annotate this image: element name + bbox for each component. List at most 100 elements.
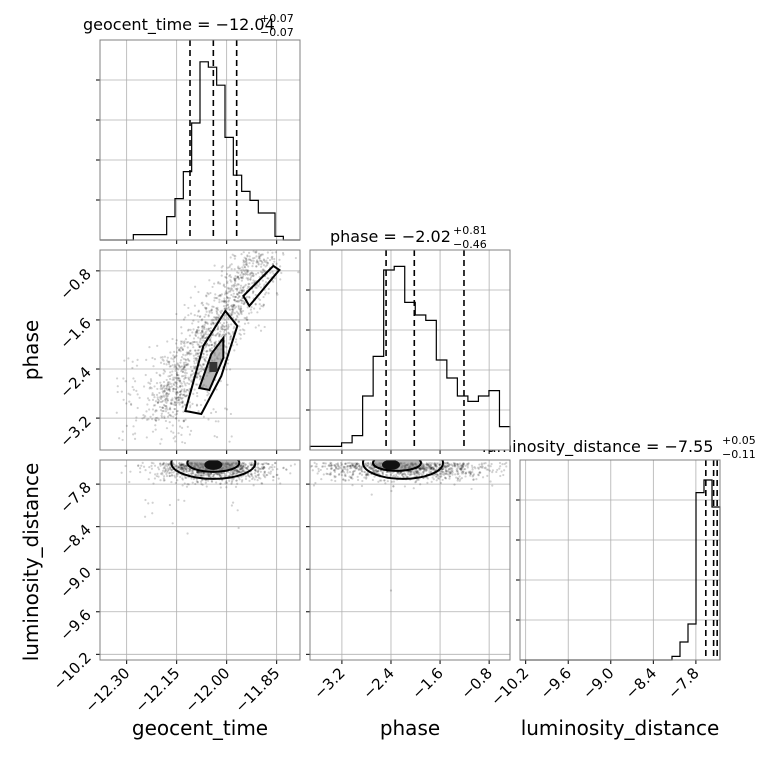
- sample-point: [455, 462, 459, 466]
- sample-point: [163, 415, 166, 418]
- sample-point: [414, 471, 417, 474]
- sample-point: [235, 284, 238, 287]
- sample-point: [181, 466, 184, 470]
- sample-point: [377, 480, 380, 483]
- sample-point: [469, 470, 472, 473]
- sample-point: [310, 464, 314, 468]
- sample-point: [326, 467, 329, 471]
- sample-point: [349, 466, 352, 470]
- sample-point: [175, 397, 178, 400]
- sample-point: [205, 330, 208, 333]
- sample-point: [427, 462, 431, 465]
- sample-point: [258, 307, 262, 310]
- sample-point: [172, 387, 175, 390]
- sample-point: [227, 358, 230, 361]
- sample-point: [240, 480, 244, 483]
- sample-point: [226, 362, 230, 365]
- sample-point: [216, 328, 219, 331]
- sample-point: [242, 273, 245, 276]
- sample-point: [228, 332, 231, 336]
- sample-point: [397, 471, 400, 474]
- sample-point: [198, 345, 201, 348]
- sample-point: [165, 395, 168, 398]
- sample-point: [174, 476, 177, 479]
- sample-point: [135, 389, 138, 392]
- sample-point: [446, 465, 449, 468]
- sample-point: [417, 478, 420, 481]
- sample-point: [220, 266, 223, 269]
- sample-point: [213, 434, 216, 438]
- sample-point: [369, 465, 372, 468]
- sample-point: [186, 467, 190, 470]
- sample-point: [149, 382, 152, 385]
- sample-point: [239, 333, 242, 336]
- sample-point: [467, 462, 470, 465]
- sample-point: [477, 467, 480, 470]
- sample-point: [352, 462, 356, 465]
- sample-point: [204, 336, 207, 340]
- sample-point: [207, 344, 211, 347]
- sample-point: [198, 363, 202, 366]
- sample-point: [357, 464, 361, 467]
- sample-point: [381, 472, 384, 475]
- sample-point: [357, 468, 360, 471]
- sample-point: [211, 285, 214, 289]
- sample-point: [237, 320, 240, 323]
- sample-point: [223, 300, 226, 303]
- sample-point: [365, 464, 369, 467]
- sample-point: [449, 470, 452, 473]
- sample-point: [160, 395, 164, 398]
- sample-point: [264, 265, 267, 268]
- sample-point: [176, 391, 179, 394]
- sample-point: [245, 260, 248, 263]
- sample-point: [258, 257, 261, 260]
- sample-point: [246, 269, 250, 272]
- sample-point: [438, 472, 442, 475]
- sample-point: [185, 485, 189, 488]
- sample-point: [213, 296, 216, 299]
- sample-point: [180, 466, 183, 469]
- sample-point: [127, 357, 130, 360]
- sample-point: [166, 399, 169, 402]
- sample-point: [174, 381, 177, 384]
- sample-point: [171, 364, 174, 367]
- sample-point: [172, 437, 175, 440]
- sample-point: [419, 467, 422, 471]
- sample-point: [184, 384, 187, 387]
- sample-point: [182, 467, 185, 471]
- sample-point: [500, 470, 503, 473]
- sample-point: [445, 462, 448, 465]
- sample-point: [166, 471, 169, 474]
- sample-point: [202, 368, 205, 371]
- sample-point: [256, 241, 258, 243]
- sample-point: [487, 464, 490, 467]
- sample-point: [371, 468, 375, 471]
- sample-point: [163, 416, 166, 420]
- tick-label-x: −12.00: [182, 664, 234, 716]
- sample-point: [193, 388, 196, 391]
- sample-point: [162, 391, 165, 394]
- sample-point: [244, 466, 247, 469]
- sample-point: [224, 333, 227, 336]
- sample-point: [240, 301, 243, 305]
- sample-point: [268, 241, 270, 243]
- sample-point: [489, 465, 492, 468]
- sample-point: [249, 247, 251, 249]
- sample-point: [213, 341, 216, 345]
- sample-point: [207, 474, 210, 477]
- sample-point: [456, 464, 459, 468]
- sample-point: [441, 478, 444, 482]
- sample-point: [434, 464, 437, 467]
- sample-point: [161, 358, 164, 361]
- sample-point: [257, 252, 261, 255]
- sample-point: [233, 298, 236, 302]
- sample-point: [456, 463, 459, 466]
- sample-point: [227, 317, 230, 321]
- sample-point: [254, 303, 257, 306]
- sample-point: [245, 272, 248, 275]
- sample-point: [216, 312, 219, 315]
- sample-point: [165, 392, 168, 395]
- sample-point: [194, 353, 197, 357]
- sample-point: [419, 483, 422, 486]
- sample-point: [205, 485, 208, 488]
